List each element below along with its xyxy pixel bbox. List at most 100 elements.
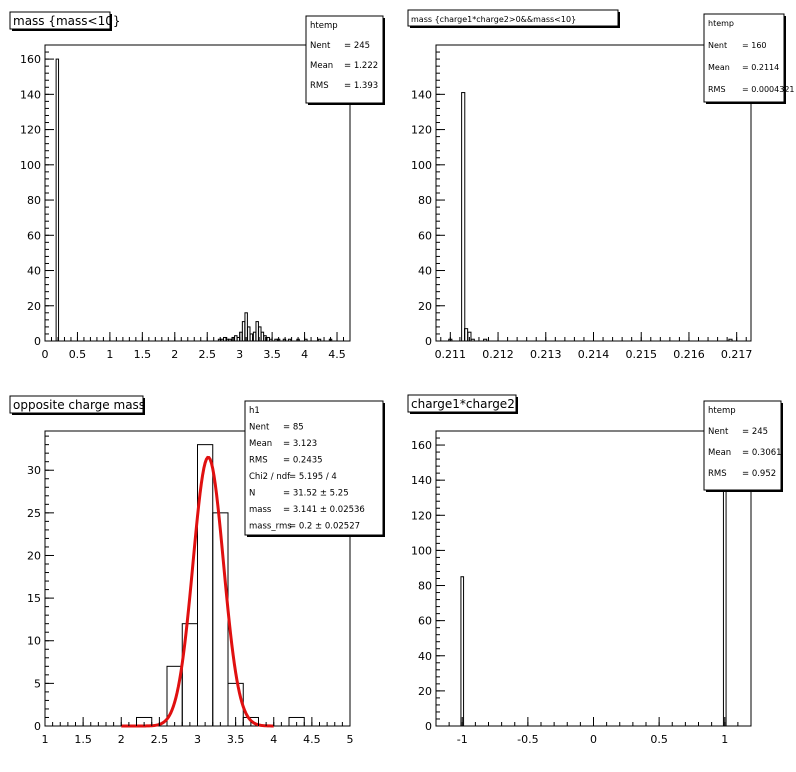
x-tick-label: 0.216	[673, 348, 705, 361]
histogram-bin	[728, 338, 733, 342]
histogram-bin	[463, 328, 469, 342]
stats-label: N	[249, 489, 255, 499]
stats-value: = 0.2114	[742, 63, 779, 72]
stats-value: = 245	[344, 41, 370, 51]
x-tick-label: 2.5	[151, 733, 169, 746]
stats-value: = 85	[283, 423, 304, 433]
stats-label: RMS	[249, 456, 268, 466]
y-tick-label: 100	[20, 159, 41, 172]
x-tick-label: 1.5	[74, 733, 92, 746]
stats-value: = 245	[742, 427, 768, 437]
x-tick-label: 0.211	[435, 348, 467, 361]
stats-label: Nent	[249, 423, 270, 433]
stats-label: htemp	[708, 406, 736, 416]
x-tick-label: 0.213	[530, 348, 562, 361]
x-tick-label: 0	[42, 348, 49, 361]
x-tick-label: 1	[42, 733, 49, 746]
stats-box	[305, 15, 384, 104]
x-tick-label: 1	[721, 733, 728, 746]
y-axis: 0 20 40 60 80 100 120 140	[411, 44, 445, 348]
y-tick-label: 140	[411, 474, 432, 487]
title-box	[407, 9, 619, 27]
x-tick-label: 2	[118, 733, 125, 746]
stats-label: htemp	[310, 21, 338, 31]
histogram-bin	[220, 338, 224, 342]
stats-value: = 0.2 ± 0.02527	[289, 522, 360, 532]
stats-box	[703, 400, 782, 491]
stats-label: Nent	[708, 427, 729, 437]
y-tick-label: 15	[27, 592, 41, 605]
stats-label: Chi2 / ndf	[249, 472, 291, 482]
x-tick-label: -0.5	[517, 733, 538, 746]
x-tick-label: 4	[270, 733, 277, 746]
histogram-bin	[234, 335, 238, 342]
stats-value: = 0.3061	[742, 448, 782, 458]
x-tick-label: 1	[106, 348, 113, 361]
y-axis: 0 5 10 15 20 25 30	[27, 435, 54, 733]
y-tick-label: 40	[27, 265, 41, 278]
x-tick-label: 4.5	[303, 733, 321, 746]
stats-label: Mean	[249, 439, 272, 449]
histogram-bin	[241, 321, 246, 342]
histogram-title: opposite charge mass	[13, 398, 145, 412]
title-box	[407, 394, 517, 413]
x-tick-label: 3	[236, 348, 243, 361]
x-tick-label: 2.5	[198, 348, 216, 361]
y-tick-label: 5	[34, 677, 41, 690]
stats-value: = 0.0004321	[742, 85, 795, 94]
histogram-bin	[223, 336, 227, 342]
histogram-bin	[317, 338, 322, 342]
stats-label: RMS	[708, 85, 726, 94]
y-tick-label: 140	[411, 88, 432, 101]
stats-value: = 5.195 / 4	[289, 472, 337, 482]
x-tick-label: 0.215	[625, 348, 657, 361]
histogram-title: charge1*charge2	[411, 397, 515, 411]
histogram-bin	[244, 312, 248, 342]
stats-box	[244, 400, 384, 536]
stats-value: = 160	[742, 41, 767, 50]
y-tick-label: 100	[411, 544, 432, 557]
y-tick-label: 80	[27, 194, 41, 207]
histogram-bin	[252, 331, 257, 342]
x-tick-label: 0.212	[482, 348, 514, 361]
stats-box	[703, 13, 785, 103]
y-tick-label: 120	[20, 124, 41, 137]
histogram-bin	[460, 576, 465, 727]
y-tick-label: 80	[418, 580, 432, 593]
stats-label: Nent	[708, 41, 727, 50]
stats-label: RMS	[310, 81, 329, 91]
stats-label: h1	[249, 406, 260, 416]
stats-label: Nent	[310, 41, 331, 51]
y-tick-label: 0	[425, 335, 432, 348]
x-tick-label: 3.5	[263, 348, 281, 361]
histogram-bin	[461, 92, 466, 342]
histogram-bin	[247, 326, 251, 342]
y-tick-label: 140	[20, 88, 41, 101]
stats-value: = 0.952	[742, 469, 776, 479]
stats-label: Mean	[310, 61, 333, 71]
histogram-title: mass {charge1*charge2>0&&mass<10}	[411, 15, 576, 24]
y-tick-label: 20	[418, 300, 432, 313]
x-axis: 1 1.5 2 2.5 3 3.5 4 4.5 5	[42, 717, 354, 746]
x-tick-label: 0.214	[578, 348, 610, 361]
stats-value: = 1.222	[344, 61, 378, 71]
y-tick-label: 60	[418, 615, 432, 628]
y-tick-label: 30	[27, 464, 41, 477]
x-tick-label: 3	[194, 733, 201, 746]
histogram-bin	[255, 321, 259, 342]
y-tick-label: 40	[418, 265, 432, 278]
y-tick-label: 25	[27, 507, 41, 520]
y-tick-label: 100	[411, 159, 432, 172]
y-tick-label: 120	[411, 509, 432, 522]
histogram-bin	[282, 338, 287, 342]
stats-value: = 0.2435	[283, 456, 323, 466]
histogram-pad-1: 0 0.5 1 1.5 2 2.5 3 3.5 4 4.5 0 20 40 60 80 100 120 140 16…	[9, 11, 385, 361]
histogram-bin	[274, 338, 278, 342]
histogram-title: mass {mass<10}	[13, 14, 121, 28]
y-tick-label: 160	[20, 53, 41, 66]
y-tick-label: 0	[34, 335, 41, 348]
stats-label: Mean	[708, 63, 730, 72]
x-axis: 0.211 0.212 0.213 0.214 0.215 0.216 0.217	[435, 332, 752, 361]
title-box	[9, 395, 144, 414]
